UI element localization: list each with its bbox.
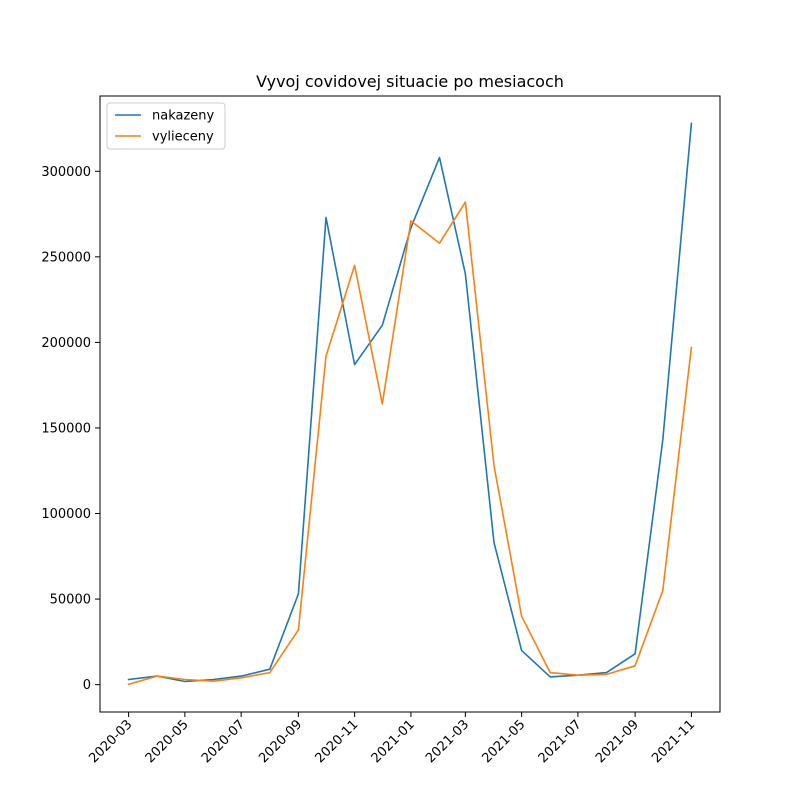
y-tick-label: 0 xyxy=(83,678,91,693)
series-lines xyxy=(127,122,693,686)
series-line-vylieceny xyxy=(127,201,693,686)
y-tick-label: 50000 xyxy=(50,593,91,608)
legend: nakazeny vylieceny xyxy=(106,102,226,150)
x-tick-label: 2021-03 xyxy=(423,717,472,766)
x-tick-label: 2021-05 xyxy=(479,717,528,766)
x-tick-label: 2020-05 xyxy=(143,717,192,766)
legend-label-vylieceny: vylieceny xyxy=(152,130,214,145)
chart-title: Vyvoj covidovej situacie po mesiacoch xyxy=(256,72,564,91)
x-tick-label: 2020-09 xyxy=(256,717,305,766)
series-line-nakazeny xyxy=(127,122,693,683)
x-tick-label: 2020-11 xyxy=(312,717,361,766)
x-tick-label: 2021-07 xyxy=(536,717,585,766)
x-tick-label: 2021-01 xyxy=(369,717,418,766)
legend-label-nakazeny: nakazeny xyxy=(152,109,215,124)
x-tick-label: 2020-03 xyxy=(86,717,135,766)
y-tick-label: 250000 xyxy=(41,250,91,265)
y-tick-label: 200000 xyxy=(41,336,91,351)
x-tick-label: 2021-11 xyxy=(649,717,698,766)
y-tick-label: 300000 xyxy=(41,165,91,180)
y-tick-label: 150000 xyxy=(41,421,91,436)
x-tick-label: 2021-09 xyxy=(593,717,642,766)
x-tick-label: 2020-07 xyxy=(199,717,248,766)
y-tick-label: 100000 xyxy=(41,507,91,522)
plot-frame xyxy=(99,95,721,713)
